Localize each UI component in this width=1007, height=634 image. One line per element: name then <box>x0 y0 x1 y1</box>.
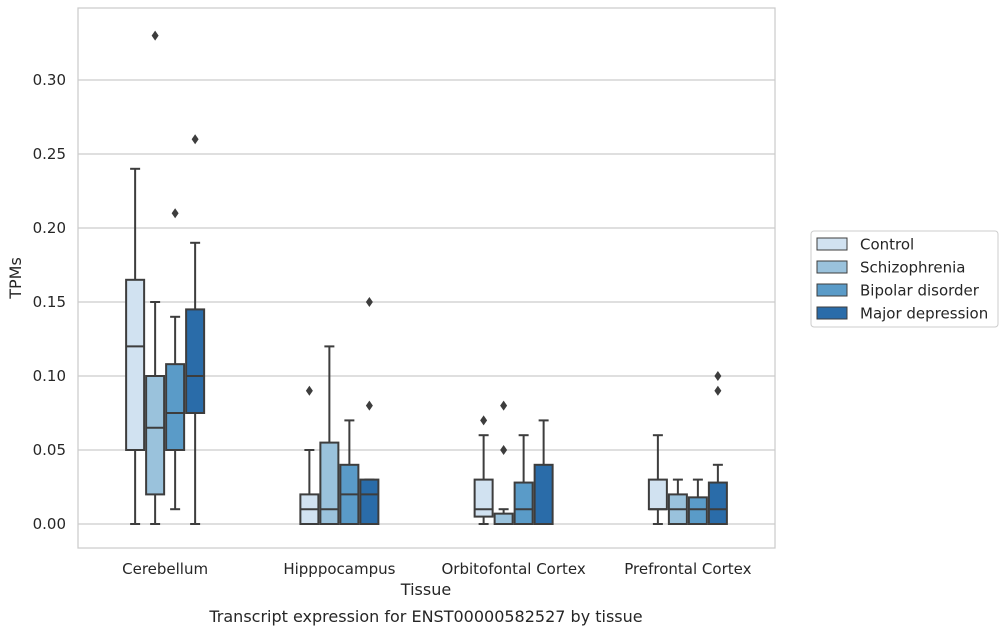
outlier-point <box>365 400 373 411</box>
plot-frame <box>77 7 776 549</box>
y-axis-title: TPMs <box>6 257 25 300</box>
outlier-point <box>171 208 179 219</box>
legend-label: Major depression <box>860 305 988 323</box>
legend-swatch <box>816 260 848 274</box>
box-body <box>513 481 534 525</box>
chart-caption: Transcript expression for ENST0000058252… <box>208 607 642 626</box>
outlier-point <box>500 445 508 455</box>
legend-label: Bipolar disorder <box>860 282 980 300</box>
box <box>125 167 146 525</box>
x-tick-label: Prefrontal Cortex <box>624 560 751 578</box>
x-tick-labels: Cerebellum Hipppocampus Orbitofontal Corte… <box>122 560 751 578</box>
outlier-point <box>151 30 159 41</box>
box <box>533 419 554 525</box>
legend-swatch <box>816 306 848 320</box>
box <box>359 297 380 526</box>
legend-swatch <box>816 283 848 297</box>
x-axis-title: Tissue <box>400 580 451 599</box>
outlier-point <box>714 371 722 381</box>
legend-label: Schizophrenia <box>860 259 965 277</box>
box-body <box>319 441 340 526</box>
y-tick-label: 0.25 <box>33 145 66 163</box>
box-body <box>687 496 708 525</box>
legend-swatch <box>816 237 848 251</box>
outlier-point <box>191 134 199 145</box>
x-tick-label: Hipppocampus <box>283 560 395 578</box>
legend: Control Schizophrenia Bipolar disorder Majo… <box>810 230 999 328</box>
legend-frame <box>810 230 999 328</box>
plot-area <box>78 8 775 548</box>
box <box>185 134 206 525</box>
box-body <box>125 278 146 451</box>
y-tick-label: 0.10 <box>33 367 66 385</box>
y-tick-labels: 0.00 0.05 0.10 0.15 0.20 0.25 0.30 <box>33 71 66 533</box>
box <box>165 208 186 511</box>
box <box>473 415 494 525</box>
x-tick-label: Cerebellum <box>122 560 208 578</box>
boxes <box>125 30 728 526</box>
box-body <box>145 375 166 496</box>
y-tick-label: 0.30 <box>33 71 66 89</box>
box-body <box>533 463 554 525</box>
legend-label: Control <box>860 236 914 254</box>
y-tick-label: 0.00 <box>33 515 66 533</box>
box-body <box>493 512 514 526</box>
box <box>513 434 534 525</box>
box <box>339 419 360 525</box>
box <box>145 30 166 525</box>
box-body <box>707 481 728 525</box>
box <box>647 434 668 525</box>
box-body <box>185 308 206 414</box>
box-body <box>647 478 668 511</box>
box <box>493 400 514 526</box>
y-tick-label: 0.20 <box>33 219 66 237</box>
outlier-point <box>305 385 313 396</box>
outlier-point <box>500 400 508 411</box>
box-body <box>473 478 494 518</box>
box <box>687 478 708 525</box>
x-tick-label: Orbitofontal Cortex <box>442 560 586 578</box>
outlier-point <box>714 385 722 396</box>
y-tick-label: 0.15 <box>33 293 66 311</box>
box <box>319 345 340 526</box>
outlier-point <box>365 297 373 307</box>
box-body <box>165 363 186 451</box>
outlier-point <box>480 415 488 426</box>
box <box>707 371 728 525</box>
box-body <box>359 478 380 526</box>
box <box>667 478 688 525</box>
y-tick-label: 0.05 <box>33 441 66 459</box>
box <box>299 385 320 525</box>
